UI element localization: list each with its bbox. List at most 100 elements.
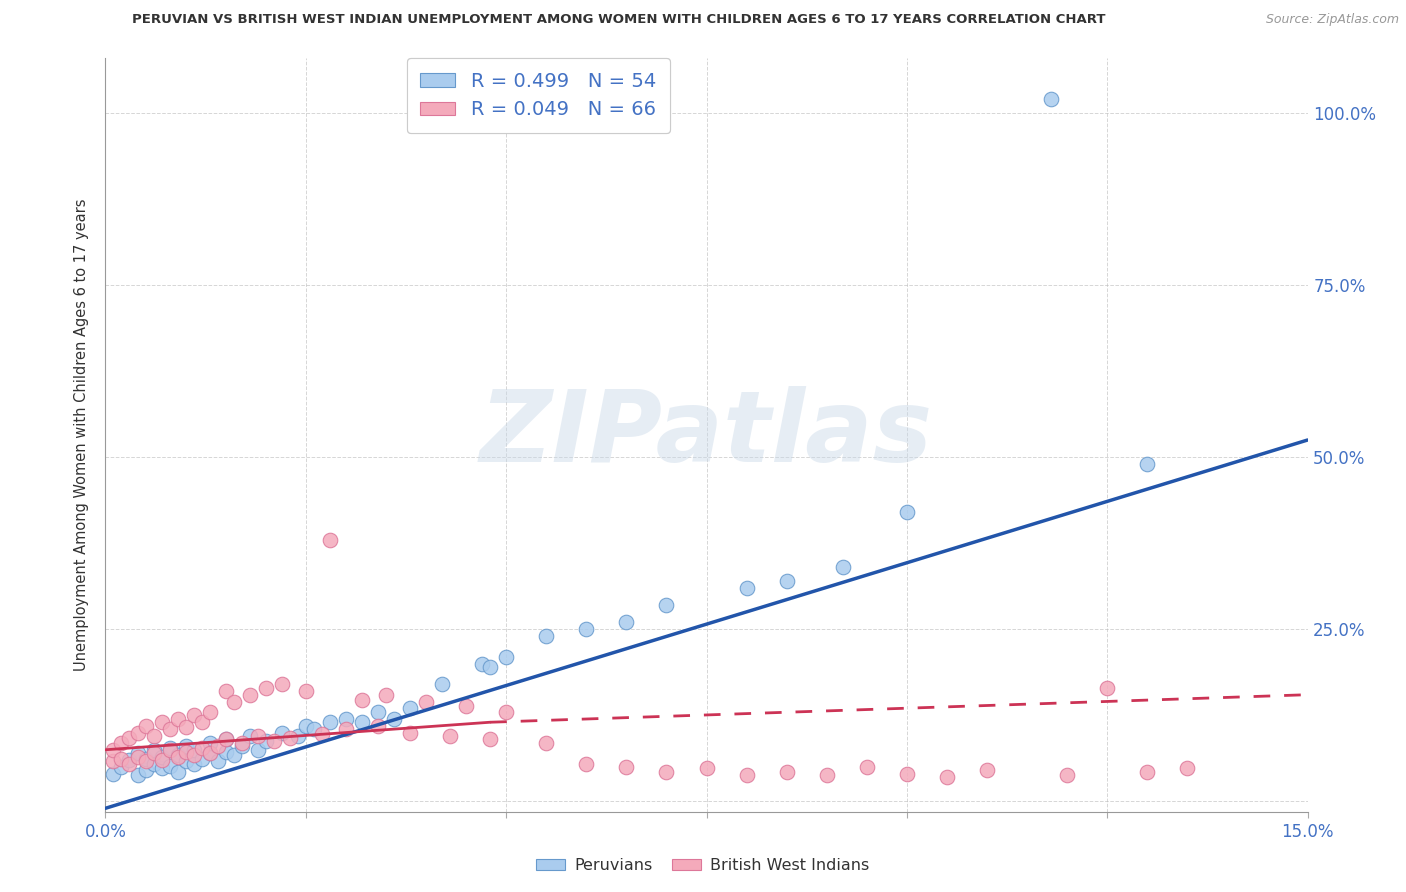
Point (118, 753, 141, 767)
Point (855, 760, 877, 774)
Point (831, 560, 853, 574)
Point (174, 755, 197, 769)
Point (616, 760, 638, 774)
Point (374, 688, 398, 702)
Point (655, 598, 678, 612)
Point (319, 715, 342, 730)
Point (174, 720, 197, 734)
Point (183, 747, 205, 762)
Point (183, 708, 205, 723)
Point (815, 768, 838, 782)
Point (207, 739, 229, 754)
Point (1056, 768, 1078, 782)
Point (166, 749, 188, 764)
Point (159, 743, 181, 757)
Point (399, 725, 422, 739)
Point (183, 743, 205, 757)
Point (239, 729, 262, 743)
Point (231, 736, 253, 750)
Point (150, 749, 173, 764)
Point (439, 729, 461, 743)
Point (198, 746, 221, 760)
Point (319, 533, 342, 547)
Point (159, 758, 181, 772)
Point (655, 765, 678, 780)
Point (278, 731, 301, 745)
Point (135, 719, 157, 733)
Point (534, 736, 557, 750)
Point (936, 770, 959, 784)
Point (231, 739, 253, 754)
Point (1136, 765, 1159, 780)
Point (776, 574, 799, 588)
Point (239, 688, 262, 702)
Point (222, 695, 245, 709)
Point (295, 684, 318, 698)
Point (127, 746, 149, 760)
Point (110, 752, 132, 766)
Point (254, 681, 277, 695)
Point (150, 753, 173, 767)
Point (142, 743, 165, 757)
Point (214, 684, 236, 698)
Point (350, 715, 373, 730)
Point (198, 736, 221, 750)
Point (103, 743, 125, 757)
Point (311, 727, 333, 741)
Point (776, 765, 799, 780)
Point (534, 629, 557, 643)
Point (150, 761, 173, 775)
Point (190, 752, 212, 766)
Point (135, 752, 157, 766)
Point (198, 746, 221, 760)
Point (896, 767, 918, 781)
Point (118, 731, 141, 745)
Point (1177, 761, 1199, 775)
Point (696, 761, 718, 775)
Point (142, 746, 165, 760)
Point (127, 725, 149, 739)
Point (127, 768, 149, 782)
Point (735, 768, 758, 782)
Text: ZIPatlas: ZIPatlas (479, 386, 934, 483)
Point (135, 764, 157, 778)
Point (335, 712, 357, 726)
Text: Source: ZipAtlas.com: Source: ZipAtlas.com (1265, 13, 1399, 27)
Point (159, 722, 181, 736)
Point (118, 756, 141, 771)
Point (207, 755, 229, 769)
Point (174, 739, 197, 754)
Point (382, 712, 405, 726)
Point (246, 743, 269, 757)
Point (367, 705, 389, 719)
Point (110, 736, 132, 750)
Point (1040, 92, 1063, 106)
Y-axis label: Unemployment Among Women with Children Ages 6 to 17 years: Unemployment Among Women with Children A… (75, 199, 90, 671)
Point (367, 719, 389, 733)
Point (976, 764, 998, 778)
Point (430, 677, 453, 691)
Point (495, 649, 517, 664)
Point (135, 755, 157, 769)
Point (735, 581, 758, 595)
Point (214, 732, 236, 747)
Legend: R = 0.499   N = 54, R = 0.049   N = 66: R = 0.499 N = 54, R = 0.049 N = 66 (406, 58, 669, 133)
Point (166, 712, 188, 726)
Point (471, 657, 494, 671)
Point (103, 755, 125, 769)
Point (159, 740, 181, 755)
Point (896, 505, 918, 519)
Point (214, 732, 236, 747)
Point (415, 695, 437, 709)
Point (183, 756, 205, 771)
Point (1136, 457, 1159, 471)
Point (198, 705, 221, 719)
Point (263, 734, 285, 748)
Point (190, 740, 212, 755)
Point (166, 747, 188, 762)
Point (270, 725, 292, 739)
Point (103, 767, 125, 781)
Point (214, 745, 236, 759)
Point (127, 749, 149, 764)
Point (254, 734, 277, 748)
